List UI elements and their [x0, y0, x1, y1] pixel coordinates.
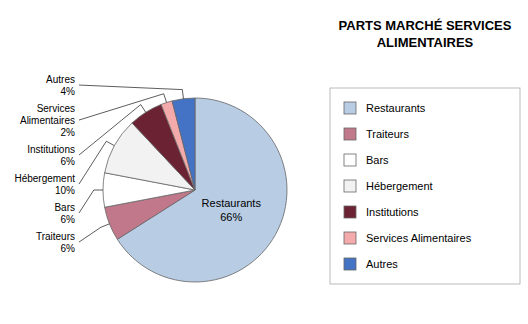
- slice-label-line: Traiteurs: [36, 231, 75, 242]
- legend-swatch: [344, 232, 356, 244]
- leader-line: [79, 141, 114, 184]
- legend-label: Restaurants: [366, 102, 426, 114]
- legend-label: Bars: [366, 154, 389, 166]
- legend-item: Institutions: [344, 206, 419, 218]
- slice-label-line: Bars: [54, 202, 75, 213]
- legend-item: Traiteurs: [344, 128, 409, 140]
- slice-label: Autres: [46, 74, 75, 85]
- slice-label: Hébergement: [14, 173, 75, 184]
- leader-line: [79, 105, 146, 155]
- legend-item: Autres: [344, 258, 398, 270]
- legend-item: Hébergement: [344, 180, 433, 192]
- slice-label: Institutions: [27, 144, 75, 155]
- slice-label: ServicesAlimentaires: [20, 103, 75, 126]
- title-line: PARTS MARCHÉ SERVICES: [339, 18, 512, 33]
- legend-item: Restaurants: [344, 102, 426, 114]
- legend-label: Services Alimentaires: [366, 232, 472, 244]
- slice-value-label: 10%: [55, 185, 75, 196]
- legend-box: [330, 88, 520, 284]
- leader-line: [79, 94, 167, 120]
- slice-value-label: 6%: [61, 214, 76, 225]
- legend-swatch: [344, 102, 356, 114]
- chart: PARTS MARCHÉ SERVICES ALIMENTAIRES Restaur…: [0, 0, 528, 324]
- legend-label: Institutions: [366, 206, 419, 218]
- slice-value-label: 4%: [61, 86, 76, 97]
- slice-value-label: 6%: [61, 156, 76, 167]
- leader-line: [79, 190, 103, 213]
- legend-swatch: [344, 258, 356, 270]
- legend-label: Hébergement: [366, 180, 433, 192]
- slice-label-line: Autres: [46, 74, 75, 85]
- slice-value-label: 2%: [61, 127, 76, 138]
- legend-swatch: [344, 180, 356, 192]
- slice-value-label: 6%: [61, 243, 76, 254]
- slice: [172, 98, 195, 190]
- slice-label-line: Hébergement: [14, 173, 75, 184]
- legend-label: Traiteurs: [366, 128, 409, 140]
- pie: [103, 98, 287, 282]
- slice-label-line: Institutions: [27, 144, 75, 155]
- title: PARTS MARCHÉ SERVICES ALIMENTAIRES: [339, 18, 512, 50]
- legend: Restaurants Traiteurs Bars Hébergement Insti…: [330, 88, 520, 284]
- leader-line: [79, 85, 183, 99]
- legend-item: Bars: [344, 154, 389, 166]
- slice-label-line: Alimentaires: [20, 115, 75, 126]
- legend-swatch: [344, 128, 356, 140]
- leader-line: [79, 224, 109, 242]
- legend-swatch: [344, 206, 356, 218]
- legend-label: Autres: [366, 258, 398, 270]
- slice-value-label: 66%: [220, 211, 242, 223]
- legend-item: Services Alimentaires: [344, 232, 472, 244]
- slice-label: Restaurants: [202, 197, 262, 209]
- slice-label-line: Services: [37, 103, 75, 114]
- slice-label: Bars: [54, 202, 75, 213]
- legend-swatch: [344, 154, 356, 166]
- slice-label: Traiteurs: [36, 231, 75, 242]
- title-line: ALIMENTAIRES: [377, 35, 474, 50]
